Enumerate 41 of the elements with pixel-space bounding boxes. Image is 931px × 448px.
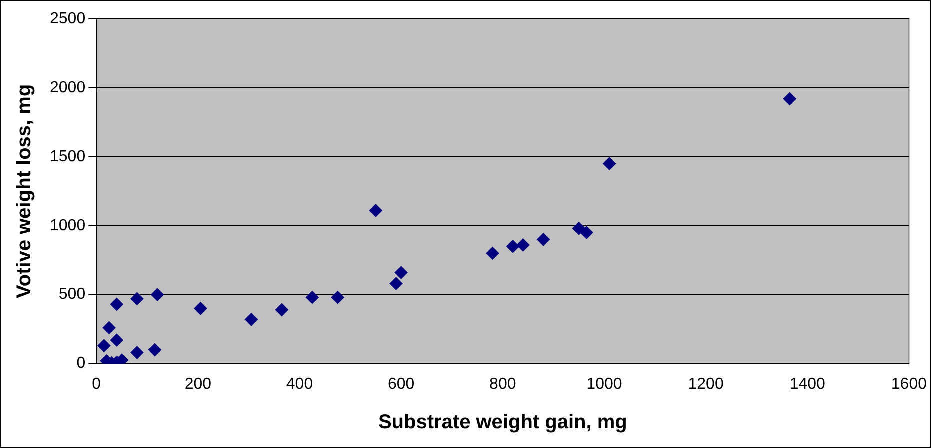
x-tick-label: 1000	[586, 376, 622, 393]
x-tick-label: 200	[184, 376, 212, 393]
point	[98, 339, 111, 352]
x-tick-label: 400	[286, 376, 314, 393]
point	[516, 238, 530, 252]
point	[486, 246, 500, 260]
y-tick-label: 1000	[50, 217, 86, 234]
point	[783, 92, 796, 106]
point	[130, 346, 144, 360]
point	[603, 157, 616, 170]
point	[275, 304, 288, 317]
point	[151, 288, 164, 302]
point	[390, 277, 403, 290]
point	[580, 226, 594, 240]
point	[306, 291, 319, 304]
y-tick-label: 1500	[50, 148, 86, 166]
y-axis-title: Votive weight loss, mg	[14, 84, 36, 298]
y-tick-label: 2000	[50, 79, 86, 96]
x-tick-label: 0	[92, 376, 102, 393]
x-tick-label: 1600	[891, 376, 928, 393]
point	[245, 313, 258, 326]
x-tick-label: 1400	[790, 376, 826, 393]
point	[369, 204, 382, 218]
point	[110, 298, 124, 311]
x-tick-label: 600	[388, 376, 415, 393]
point	[148, 344, 162, 357]
point	[506, 240, 520, 254]
x-tick-label: 1200	[688, 376, 724, 393]
point	[537, 233, 550, 246]
y-tick-label: 2500	[50, 10, 86, 28]
point	[394, 266, 408, 280]
x-axis-title: Substrate weight gain, mg	[378, 412, 628, 434]
y-tick-label: 500	[58, 286, 86, 304]
point	[331, 291, 344, 304]
point	[102, 321, 116, 334]
point	[110, 334, 124, 347]
point	[572, 222, 586, 236]
point	[194, 302, 208, 316]
point	[130, 292, 144, 306]
x-tick-label: 800	[490, 376, 516, 393]
y-tick-label: 0	[76, 355, 86, 372]
